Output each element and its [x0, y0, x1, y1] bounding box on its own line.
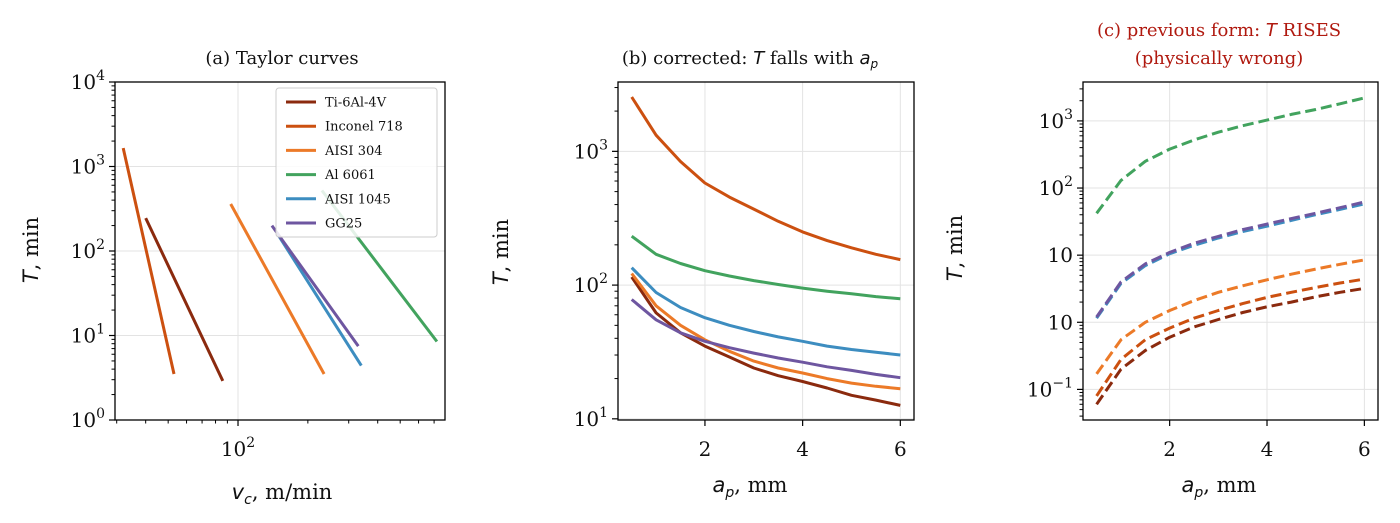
panel-c-title-line2: (physically wrong) [1135, 48, 1304, 69]
legend-label: AISI 304 [324, 144, 383, 159]
panel-c-series [1095, 96, 1365, 406]
panel-c-series-gg25 [1095, 200, 1365, 318]
panel-a-title: (a) Taylor curves [205, 48, 358, 69]
panel-b-series-aisi-1045 [630, 266, 901, 357]
legend-label: AISI 1045 [324, 192, 391, 207]
panel-a-y-axis-label: T, min [19, 217, 43, 283]
panel-a-series-inconel-718 [121, 147, 176, 375]
panel-b-x-axis-label: ap, mm [713, 473, 788, 501]
panel-b-x-tick-label: 4 [796, 437, 809, 461]
panel-c-frame [1082, 81, 1379, 421]
panel-c-y-tick-label: 10−1 [1027, 375, 1073, 401]
panel-b-x-ticks: 2 4 6 [699, 420, 907, 461]
panel-b-series [630, 96, 901, 407]
panel-b-x-tick-label: 2 [699, 437, 712, 461]
panel-b-corrected: 2 4 6 101 102 103 (b) corrected: T falls wit… [489, 48, 915, 501]
panel-a-y-tick-label: 101 [71, 322, 105, 348]
panel-c-y-ticks: 10−1 10 10 102 103 [1027, 88, 1083, 417]
panel-b-y-ticks: 101 102 103 [574, 87, 618, 431]
panel-c-x-axis-label: ap, mm [1182, 473, 1257, 501]
panel-b-series-aisi-304 [630, 272, 901, 391]
panel-a-frame [114, 81, 446, 421]
panel-c-series-inconel-718 [1095, 277, 1365, 397]
panel-b-y-tick-label: 103 [574, 137, 608, 163]
panel-b-frame [617, 81, 915, 421]
panel-c-series-al-6061 [1095, 96, 1365, 215]
panel-c-series-aisi-304 [1095, 258, 1365, 375]
panel-b-title: (b) corrected: T falls with ap [622, 48, 879, 71]
panel-a-x-ticks: 102 [116, 420, 435, 461]
panel-c-y-tick-label: 103 [1039, 107, 1073, 133]
panel-a-series-ti-6al-4v [144, 217, 225, 382]
panel-c-y-axis-label: T, min [943, 215, 967, 281]
panel-b-x-tick-label: 6 [894, 437, 907, 461]
panel-c-x-tick-label: 4 [1261, 437, 1274, 461]
legend-box [275, 87, 438, 238]
panel-c-previous-form: 2 4 6 10−1 10 10 102 103 (c) previous form: T … [943, 20, 1379, 501]
panel-c-title-line1: (c) previous form: T RISES [1097, 20, 1341, 41]
panel-c-series-aisi-1045 [1095, 202, 1365, 320]
panel-c-x-tick-label: 6 [1358, 437, 1371, 461]
panel-a-y-tick-label: 102 [71, 237, 105, 263]
panel-a-taylor-curves: 102 100 101 102 103 104 (a) Taylor curves vc… [19, 48, 446, 508]
panel-b-y-axis-label: T, min [489, 219, 513, 285]
panel-b-series-gg25 [630, 298, 901, 380]
panel-a-y-ticks: 100 101 102 103 104 [71, 68, 115, 432]
panel-b-series-al-6061 [630, 234, 901, 301]
panel-a-y-tick-label: 100 [71, 406, 105, 432]
legend-label: GG25 [325, 217, 362, 232]
panel-c-x-tick-label: 2 [1163, 437, 1176, 461]
panel-c-grid [1083, 82, 1378, 420]
panel-b-grid [618, 82, 914, 420]
panel-a-y-tick-label: 104 [71, 68, 105, 94]
panel-c-y-tick-label: 10 [1048, 310, 1073, 334]
panel-b-series-inconel-718 [630, 96, 901, 262]
panel-a-series-aisi-1045 [277, 235, 363, 367]
panel-a-legend: Ti-6Al-4V Inconel 718 AISI 304 Al 6061 AISI … [275, 87, 438, 238]
panel-c-series-ti-6al-4v [1095, 286, 1365, 406]
panel-c-y-tick-label: 102 [1039, 174, 1073, 200]
panel-c-y-tick-label: 10 [1048, 243, 1073, 267]
panel-a-x-tick-label: 102 [221, 435, 255, 461]
legend-label: Al 6061 [324, 168, 376, 183]
panel-a-x-axis-label: vc, m/min [232, 480, 333, 508]
legend-label: Ti-6Al-4V [325, 96, 387, 111]
panel-a-y-tick-label: 103 [71, 153, 105, 179]
panel-b-y-tick-label: 102 [574, 271, 608, 297]
panel-a-series-gg25 [270, 224, 360, 347]
legend-label: Inconel 718 [325, 120, 403, 135]
panel-b-y-tick-label: 101 [574, 405, 608, 431]
panel-c-x-ticks: 2 4 6 [1163, 420, 1371, 461]
panel-a-series-aisi-304 [229, 203, 326, 375]
